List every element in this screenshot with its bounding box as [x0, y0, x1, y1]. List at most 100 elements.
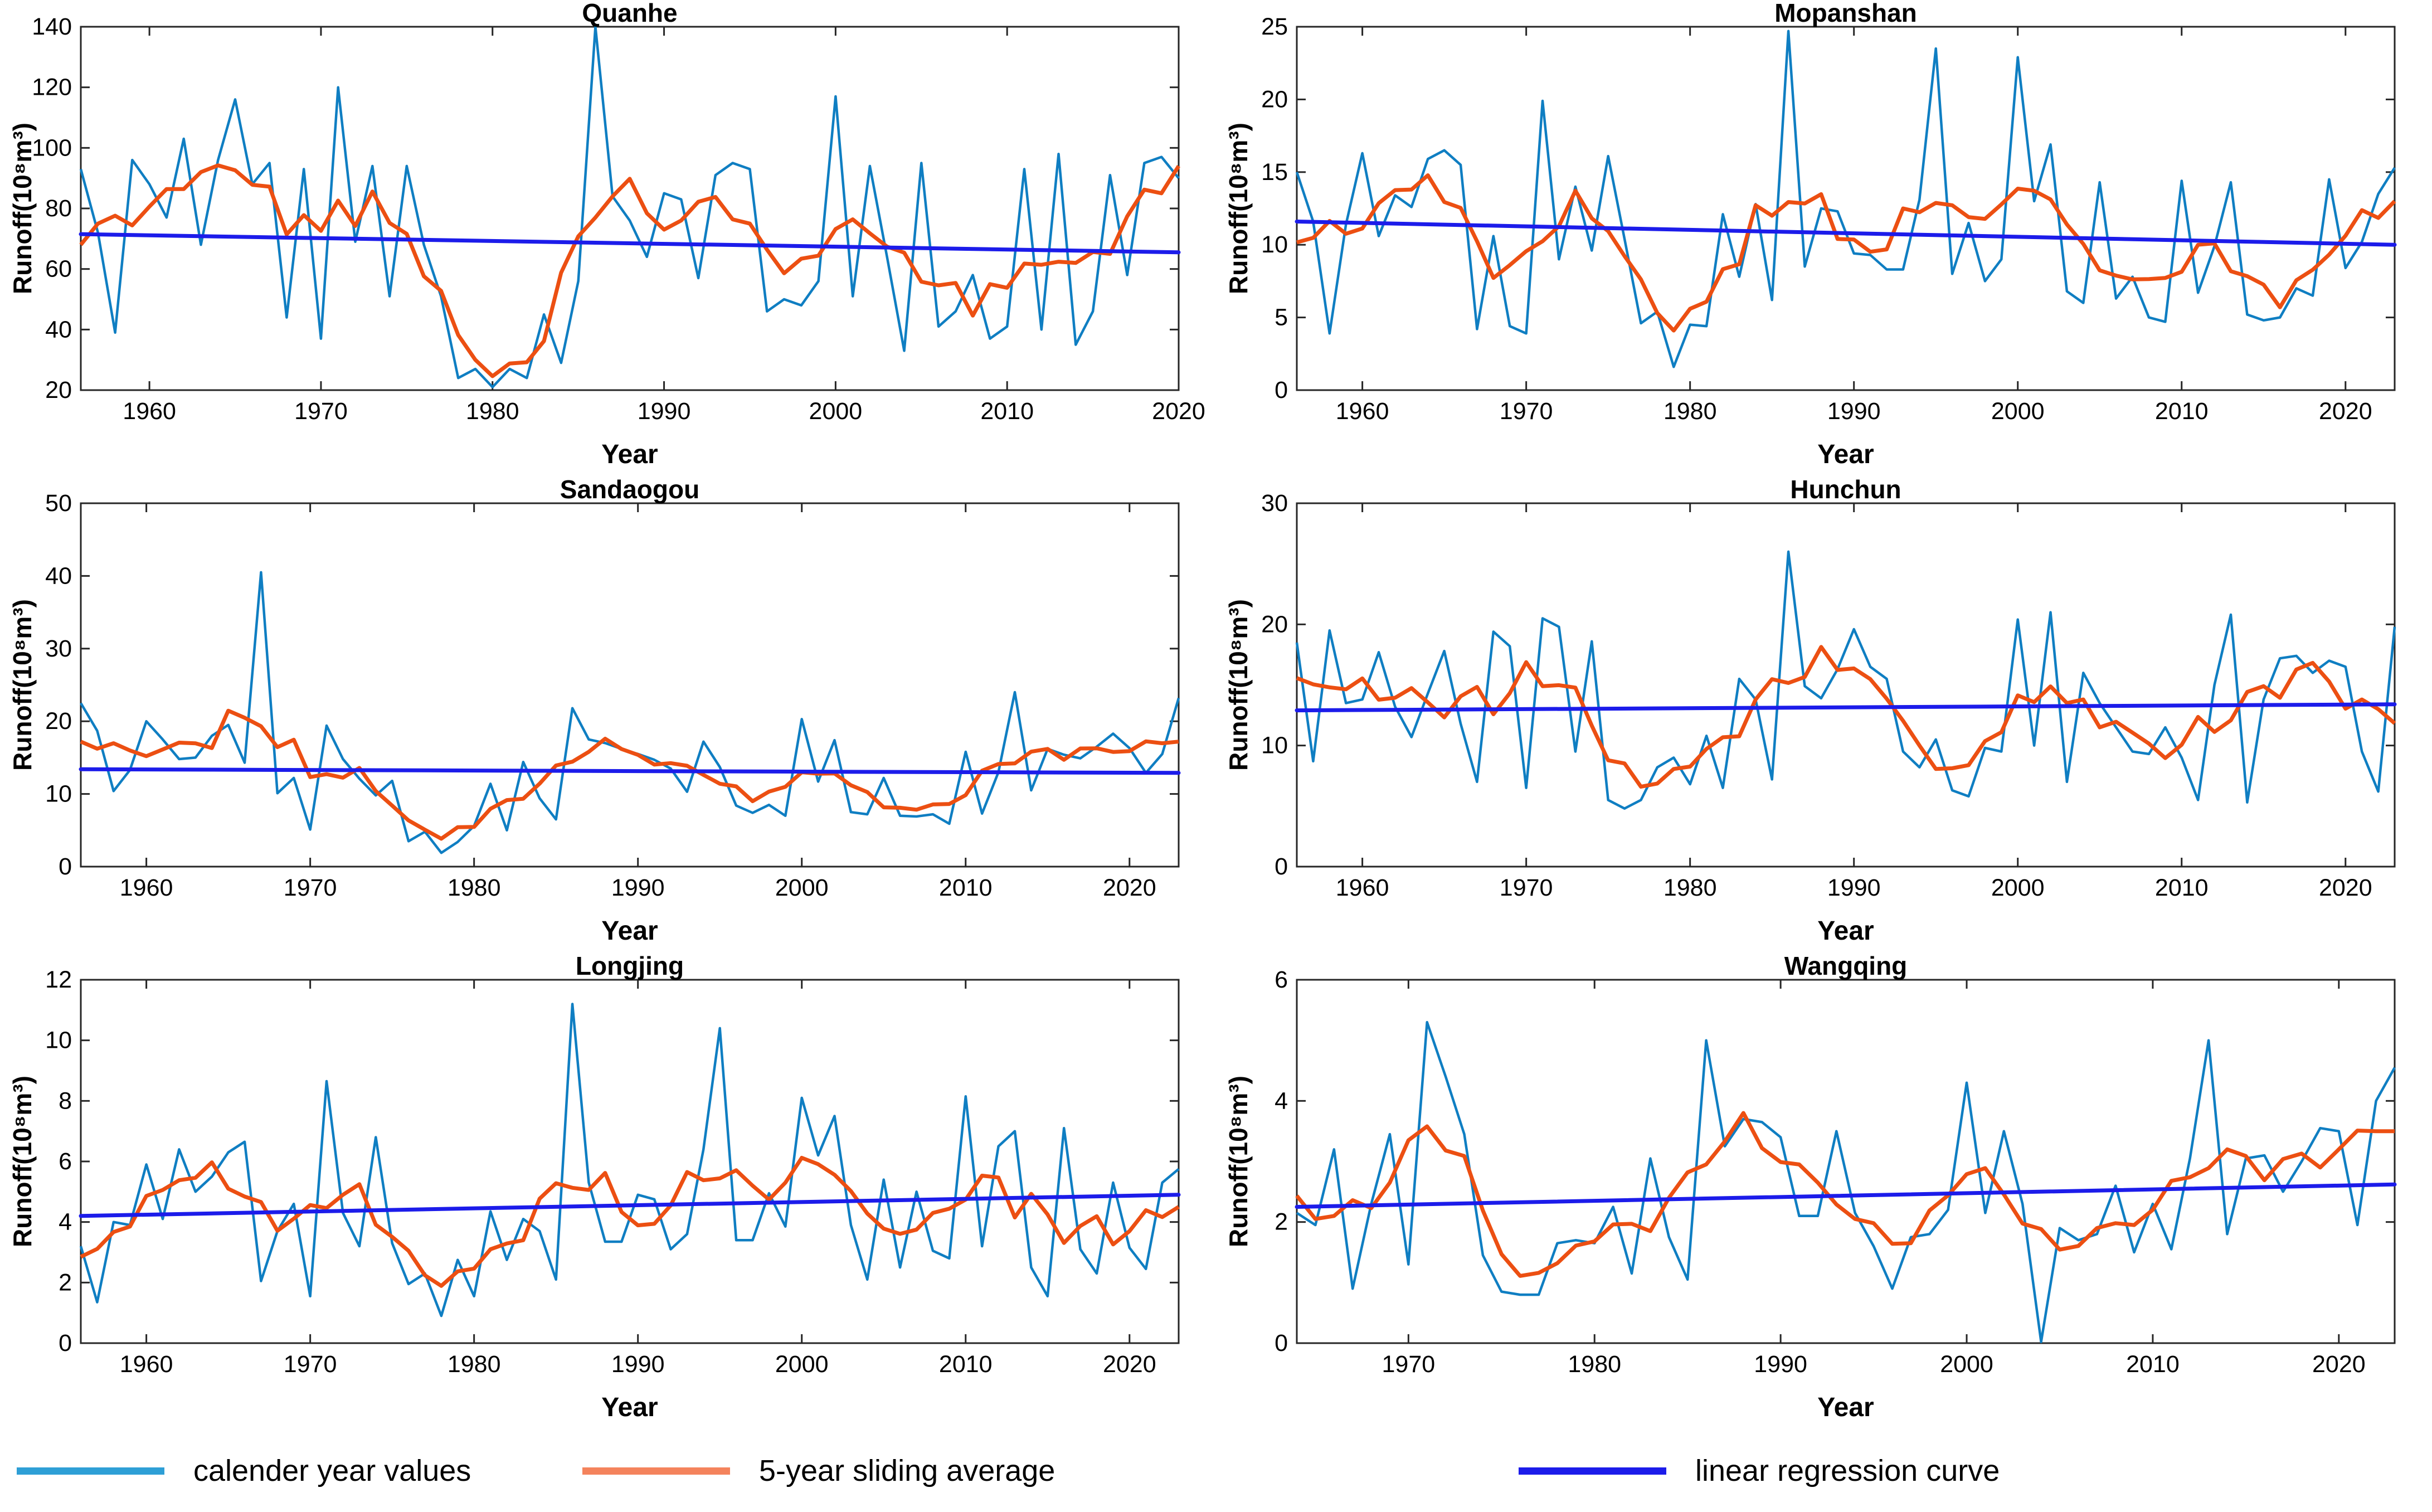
- x-tick-label: 1970: [284, 1351, 337, 1378]
- x-tick-label: 1990: [611, 1351, 665, 1378]
- x-tick-label: 2010: [2126, 1351, 2180, 1378]
- regression-line: [79, 767, 1181, 775]
- x-tick-label: 2020: [1103, 1351, 1156, 1378]
- x-tick-label: 2010: [2155, 398, 2209, 425]
- y-tick-label: 8: [59, 1087, 72, 1114]
- hunchun-line-chart: 1960 1970 1980 1990 2000 2010 2020 0 10 20 30: [1261, 490, 2397, 901]
- y-tick-label: 140: [32, 13, 72, 40]
- plot-frame: [1296, 26, 2396, 391]
- calendar-line-swatch: [17, 1467, 164, 1475]
- y-tick-label: 0: [1275, 377, 1288, 403]
- legend-item-sliding-average: 5-year sliding average: [582, 1453, 1055, 1488]
- y-tick-label: 60: [45, 256, 72, 283]
- y-tick-label: 12: [45, 966, 72, 993]
- x-tick-label: 1990: [1754, 1351, 1807, 1378]
- y-tick-label: 6: [59, 1148, 72, 1175]
- plot-frame: [1296, 979, 2396, 1344]
- calendar-year-line: [1295, 30, 2396, 368]
- x-tick-label: 1980: [448, 874, 501, 901]
- panel-mopanshan: 1960 1970 1980 1990 2000 2010 2020 0 5 10 15 20 25 M…: [1216, 0, 2432, 477]
- panel-title: Hunchun: [1790, 475, 1901, 504]
- y-tick-label: 10: [1261, 732, 1288, 759]
- y-tick-label: 20: [45, 708, 72, 735]
- y-axis-label: Runoff(10⁸m³): [8, 1076, 37, 1247]
- x-tick-label: 1990: [638, 398, 691, 425]
- sliding-average-line: [80, 708, 1179, 841]
- y-tick-label: 50: [45, 490, 72, 517]
- x-tick-label: 1980: [466, 398, 519, 425]
- y-tick-label: 4: [1275, 1087, 1288, 1114]
- panel-wangqing: 1970 1980 1990 2000 2010 2020 0 2 4 6 Wangqing Ru…: [1216, 951, 2432, 1430]
- x-tick-label: 2000: [1991, 874, 2045, 901]
- regression-line: [1295, 1182, 2397, 1209]
- legend-item-calendar: calender year values: [17, 1453, 471, 1488]
- x-tick-label: 2010: [980, 398, 1034, 425]
- quanhe-line-chart: 1960 1970 1980 1990 2000 2010 2020204060801001…: [32, 13, 1205, 425]
- x-axis-label: Year: [601, 1393, 658, 1422]
- x-tick-label: 1990: [611, 874, 665, 901]
- y-tick-label: 10: [45, 781, 72, 808]
- y-tick-label: 2: [1275, 1209, 1288, 1236]
- y-tick-label: 20: [1261, 611, 1288, 638]
- legend-label: calender year values: [193, 1454, 471, 1487]
- x-tick-label: 1970: [1500, 398, 1553, 425]
- x-tick-label: 1960: [120, 874, 173, 901]
- y-tick-label: 30: [1261, 490, 1288, 517]
- longjing-line-chart: 1960 1970 1980 1990 2000 2010 2020 0 2 4 6 8 10 12: [45, 966, 1181, 1378]
- sliding-average-line-swatch: [582, 1467, 730, 1475]
- sliding-average-line: [79, 163, 1180, 378]
- y-tick-label: 100: [32, 134, 72, 161]
- y-tick-label: 4: [59, 1209, 72, 1236]
- calendar-year-line: [1295, 550, 2396, 810]
- plot-frame: [1296, 502, 2396, 868]
- legend-label: linear regression curve: [1695, 1454, 2000, 1487]
- regression-line: [1295, 219, 2397, 247]
- x-tick-label: 1970: [1382, 1351, 1436, 1378]
- wangqing-line-chart: 1970 1980 1990 2000 2010 2020 0 2 4 6: [1275, 966, 2397, 1378]
- x-tick-label: 2020: [2312, 1351, 2366, 1378]
- panel-sandaogou: 1960 1970 1980 1990 2000 2010 2020 0 10 20 30 40 50 …: [0, 475, 1216, 953]
- panel-longjing: 1960 1970 1980 1990 2000 2010 2020 0 2 4 6 8 10 12 Lo…: [0, 951, 1216, 1430]
- y-axis-label: Runoff(10⁸m³): [1224, 599, 1253, 771]
- y-tick-label: 20: [45, 377, 72, 403]
- y-tick-label: 15: [1261, 159, 1288, 186]
- calendar-year-line: [79, 1003, 1180, 1317]
- y-tick-label: 0: [1275, 1330, 1288, 1357]
- x-tick-label: 2020: [1152, 398, 1205, 425]
- panel-title: Longjing: [575, 951, 684, 980]
- x-tick-label: 2000: [809, 398, 863, 425]
- x-axis-label: Year: [601, 916, 658, 946]
- regression-line: [79, 232, 1181, 255]
- x-tick-label: 2020: [1103, 874, 1156, 901]
- legend-item-regression: linear regression curve: [1519, 1453, 2000, 1488]
- regression-line: [1295, 702, 2397, 713]
- x-tick-label: 2000: [775, 1351, 829, 1378]
- x-tick-label: 2010: [939, 1351, 993, 1378]
- y-tick-label: 40: [45, 562, 72, 589]
- x-tick-label: 2010: [2155, 874, 2209, 901]
- y-tick-label: 5: [1275, 304, 1288, 331]
- y-tick-label: 40: [45, 316, 72, 343]
- calendar-year-line: [80, 571, 1180, 854]
- panel-quanhe: 1960 1970 1980 1990 2000 2010 2020 20 40 60 80 100 1…: [0, 0, 1216, 477]
- y-axis-label: Runoff(10⁸m³): [1224, 1076, 1253, 1247]
- x-tick-label: 2020: [2319, 874, 2372, 901]
- panel-title: Wangqing: [1784, 951, 1908, 980]
- panel-hunchun: 1960 1970 1980 1990 2000 2010 2020 0 10 20 30 Hunc…: [1216, 475, 2432, 953]
- plot-frame: [80, 502, 1180, 868]
- y-tick-label: 6: [1275, 966, 1288, 993]
- x-tick-label: 1990: [1827, 874, 1881, 901]
- regression-line: [79, 1193, 1181, 1218]
- x-tick-label: 1980: [1664, 398, 1717, 425]
- x-tick-label: 2000: [1991, 398, 2045, 425]
- y-tick-label: 0: [59, 1330, 72, 1357]
- x-tick-label: 1960: [1336, 874, 1389, 901]
- panel-title: Sandaogou: [560, 475, 700, 504]
- x-tick-label: 1960: [120, 1351, 173, 1378]
- plot-frame: [80, 979, 1180, 1344]
- legend: calender year values 5-year sliding aver…: [0, 1430, 2432, 1512]
- mopanshan-line-chart: 1960 1970 1980 1990 2000 2010 2020 0 5 10 15 20 25: [1261, 13, 2397, 425]
- panel-title: Mopanshan: [1774, 0, 1917, 27]
- panel-title: Quanhe: [582, 0, 678, 27]
